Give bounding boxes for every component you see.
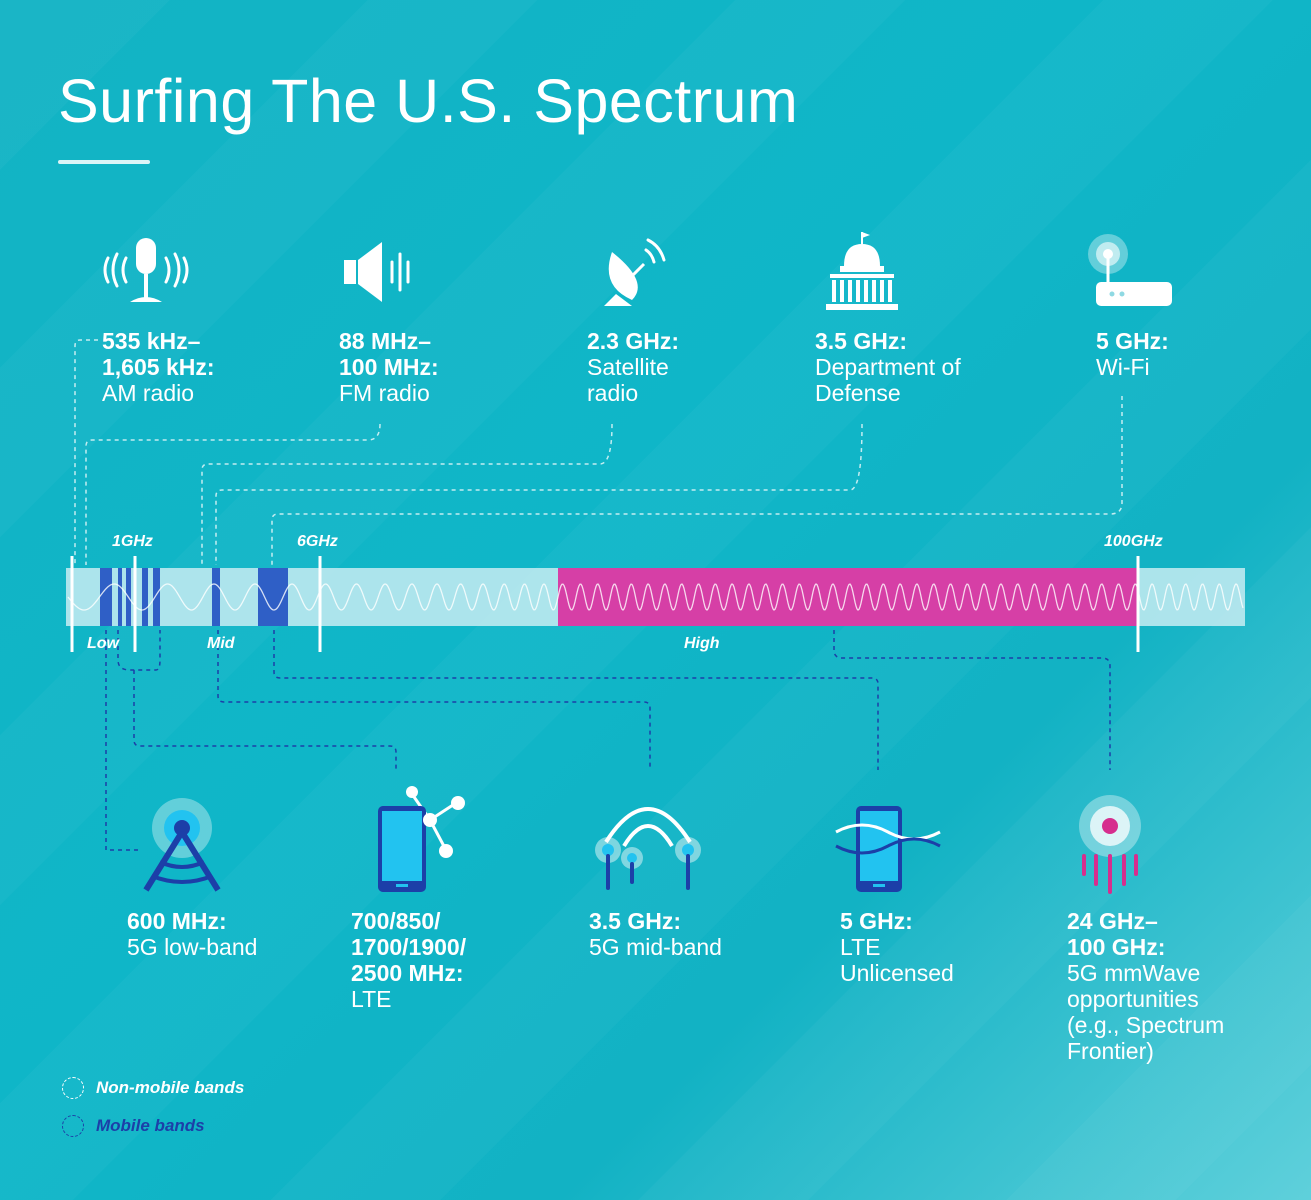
speaker-icon [344,242,410,302]
range-label-low: Low [87,635,119,652]
wifi-router-icon [1088,234,1172,306]
connector-3-5ghz [217,630,651,770]
freq-fm-radio: 88 MHz– 100 MHz: [339,328,439,380]
freq-5g-mmwave: 24 GHz– 100 GHz: [1067,908,1166,960]
connector-lte [133,670,397,770]
range-label-high: High [684,635,720,652]
desc-5g-low-band: 5G low-band [127,934,258,960]
non-mobile-connectors [74,339,1123,565]
legend-label-non-mobile: Non-mobile bands [96,1078,245,1097]
freq-satellite-radio: 2.3 GHz: [587,328,680,354]
band-700mhz [118,568,122,626]
freq-lte-unlicensed: 5 GHz: [840,908,913,934]
desc-fm-radio: FM radio [339,380,430,406]
high-band-segment [558,568,1138,626]
connector-mmwave [833,630,1111,770]
desc-5g-mmwave: 5G mmWave opportunities (e.g., Spectrum … [1067,960,1225,1064]
freq-dod: 3.5 GHz: [815,328,908,354]
smartphone-waves-icon [835,806,941,892]
label-lte-unlicensed: 5 GHz: LTE Unlicensed [840,908,954,986]
freq-am-radio: 535 kHz– 1,605 kHz: [102,328,215,380]
label-lte: 700/850/ 1700/1900/ 2500 MHz: LTE [351,908,466,1012]
freq-5g-low-band: 600 MHz: [127,908,227,934]
label-5g-mid-band: 3.5 GHz: 5G mid-band [589,908,722,960]
cell-tower-icon [143,798,221,892]
legend: Non-mobile bands Mobile bands [62,1076,244,1138]
antenna-arc-icon [595,807,701,890]
smartphone-network-icon [378,786,465,892]
mmwave-emitter-icon [1079,795,1141,894]
tick-markers [70,556,1140,652]
legend-item-non-mobile: Non-mobile bands [62,1076,244,1100]
connector-am-radio [74,339,98,565]
connector-wifi [271,396,1123,565]
band-1700mhz [142,568,148,626]
desc-satellite-radio: Satellite radio [587,354,669,406]
range-label-mid: Mid [207,635,235,652]
desc-lte-unlicensed: LTE Unlicensed [840,934,954,986]
connector-fm-radio [85,423,381,565]
band-1900mhz [153,568,160,626]
satellite-dish-icon [604,238,666,306]
band-2500mhz [212,568,220,626]
legend-item-mobile: Mobile bands [62,1114,244,1138]
capitol-building-icon [826,232,898,310]
label-fm-radio: 88 MHz– 100 MHz: FM radio [339,328,439,406]
tick-label-6ghz: 6GHz [297,533,338,550]
mobile-connectors [105,630,1111,851]
spectrum-wave [67,583,1244,611]
title-underline [58,160,150,164]
label-dod: 3.5 GHz: Department of Defense [815,328,961,406]
connector-5ghz-lte-u [273,630,879,770]
microphone-icon [103,238,189,302]
label-wifi: 5 GHz: Wi-Fi [1096,328,1169,380]
desc-am-radio: AM radio [102,380,195,406]
desc-5g-mid-band: 5G mid-band [589,934,722,960]
connector-600mhz [105,630,140,851]
legend-swatch-non-mobile [62,1077,84,1099]
label-5g-mmwave: 24 GHz– 100 GHz: 5G mmWave opportunities… [1067,908,1224,1064]
page-title: Surfing The U.S. Spectrum [58,67,799,135]
tick-label-100ghz: 100GHz [1104,533,1163,550]
legend-label-mobile: Mobile bands [96,1116,205,1135]
desc-dod: Department of Defense [815,354,961,406]
legend-swatch-mobile [62,1115,84,1137]
connector-lte-bracket [117,630,161,671]
desc-lte: LTE [351,986,392,1012]
connector-dod [215,423,863,565]
label-satellite-radio: 2.3 GHz: Satellite radio [587,328,679,406]
freq-wifi: 5 GHz: [1096,328,1169,354]
label-5g-low-band: 600 MHz: 5G low-band [127,908,257,960]
desc-wifi: Wi-Fi [1096,354,1150,380]
band-600mhz [100,568,112,626]
connector-satellite-radio [201,423,613,565]
tick-label-1ghz: 1GHz [112,533,153,550]
freq-5g-mid-band: 3.5 GHz: [589,908,682,934]
label-am-radio: 535 kHz– 1,605 kHz: AM radio [102,328,215,406]
freq-lte: 700/850/ 1700/1900/ 2500 MHz: [351,908,467,986]
